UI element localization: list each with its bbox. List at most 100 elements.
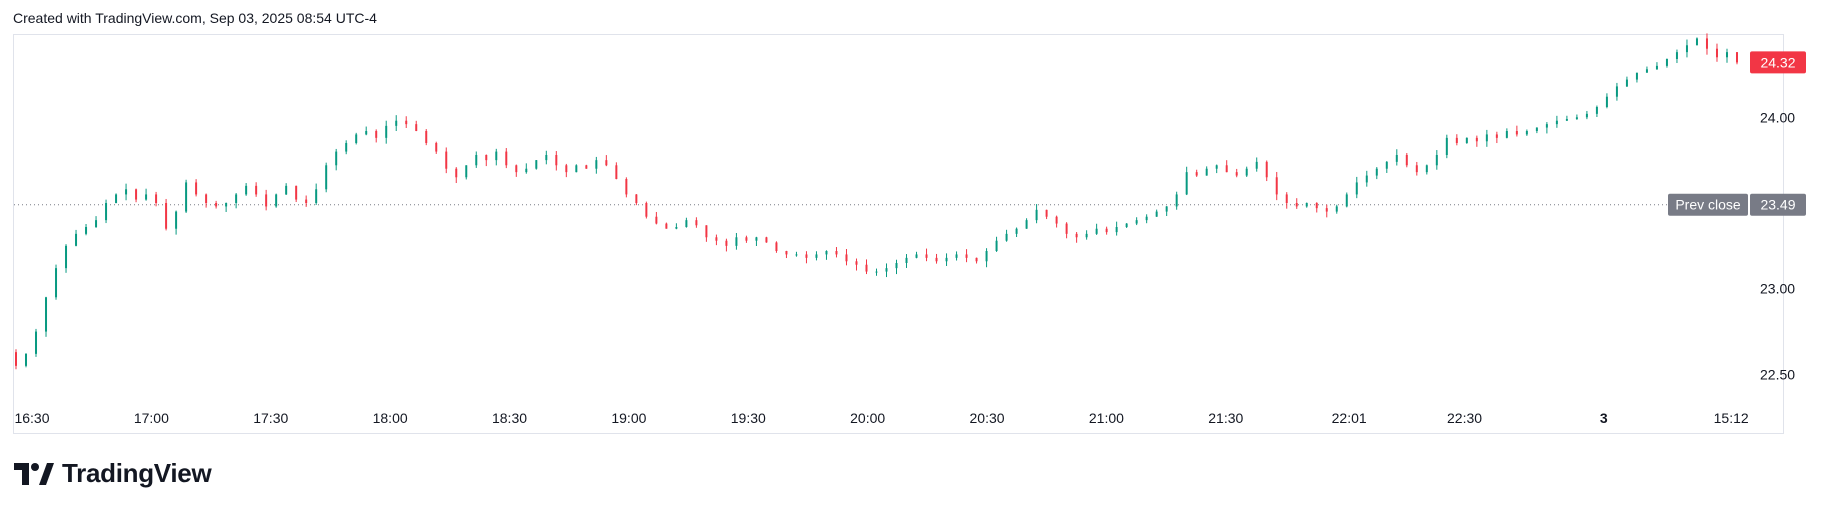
candle: [715, 234, 718, 246]
candle-body: [1665, 59, 1668, 66]
candle: [1705, 33, 1708, 55]
candle-body: [1495, 134, 1498, 138]
candle-body: [1225, 165, 1228, 173]
candle-body: [325, 165, 328, 190]
last-price-badge: [1750, 51, 1806, 74]
candle-body: [725, 240, 728, 246]
candle-body: [555, 155, 558, 166]
candle: [985, 248, 988, 268]
candle: [585, 164, 588, 169]
candle-body: [435, 143, 438, 152]
candle: [465, 165, 468, 180]
candle-body: [535, 160, 538, 169]
candle: [605, 155, 608, 167]
candle-body: [15, 352, 17, 366]
prev-close-label: Prev close: [1675, 197, 1741, 213]
candle: [1115, 221, 1118, 236]
y-tick-label: 23.00: [1760, 281, 1795, 297]
candle: [1405, 152, 1408, 168]
price-axis[interactable]: 24.00 23.00 22.50: [1760, 109, 1795, 382]
candle-body: [615, 165, 618, 179]
candle-body: [575, 165, 578, 173]
x-tick-label: 17:00: [134, 410, 169, 426]
price-chart[interactable]: 16:30 17:00 17:30 18:00 18:30 19:00 19:30 20:00…: [0, 0, 1826, 440]
candle: [1685, 39, 1688, 58]
tradingview-logo[interactable]: TradingView: [14, 458, 212, 489]
candle-body: [1535, 127, 1538, 131]
candle-body: [1075, 233, 1078, 238]
candle: [805, 251, 808, 264]
candle-body: [465, 165, 468, 178]
candle: [1315, 202, 1318, 213]
candle-body: [1685, 45, 1688, 53]
candle: [895, 259, 898, 275]
candle-body: [1415, 165, 1418, 173]
candle: [1615, 82, 1618, 101]
candle: [1525, 129, 1528, 136]
candle-body: [1395, 155, 1398, 162]
candle: [1175, 191, 1178, 210]
time-axis[interactable]: 16:30 17:00 17:30 18:00 18:30 19:00 19:30 20:00…: [14, 410, 1748, 426]
x-tick-label: 22:30: [1447, 410, 1482, 426]
candle-body: [1245, 168, 1248, 176]
candle: [1225, 160, 1228, 173]
candle: [1205, 166, 1208, 176]
candle-body: [55, 268, 58, 298]
candle: [115, 193, 118, 204]
candle: [135, 188, 138, 203]
prev-close-value: 23.49: [1760, 197, 1795, 213]
candle-body: [415, 124, 418, 131]
x-tick-label: 19:00: [611, 410, 646, 426]
candle: [855, 258, 858, 271]
candle-body: [585, 165, 588, 169]
candle: [1695, 37, 1698, 46]
candle-body: [1705, 38, 1708, 49]
candle: [505, 148, 508, 169]
candle-body: [695, 220, 698, 226]
candle-body: [745, 237, 748, 241]
candle: [1515, 125, 1518, 137]
candle: [1725, 48, 1728, 63]
candle: [575, 164, 578, 173]
x-tick-label: 18:00: [373, 410, 408, 426]
candle: [875, 268, 878, 276]
prev-close-value-badge: [1750, 193, 1806, 216]
candle-body: [815, 254, 818, 258]
candle-body: [785, 251, 788, 255]
candle: [195, 179, 198, 197]
candle-body: [365, 131, 368, 135]
candle-body: [65, 245, 68, 269]
candle: [1415, 161, 1418, 176]
candle-body: [1505, 131, 1508, 138]
chart-frame[interactable]: [13, 34, 1784, 434]
candle-body: [515, 165, 518, 173]
candle-body: [845, 254, 848, 262]
candle-body: [875, 271, 878, 273]
candle: [1145, 214, 1148, 224]
candle: [345, 140, 348, 155]
candle-body: [835, 251, 838, 255]
candle-body: [675, 227, 678, 229]
candle: [685, 217, 688, 228]
candle: [865, 259, 868, 275]
candle: [305, 195, 308, 207]
candle-body: [1165, 206, 1168, 212]
candle-body: [1035, 209, 1038, 221]
candle-body: [1085, 233, 1088, 238]
candle: [1215, 164, 1218, 174]
candle-body: [485, 155, 488, 161]
candle: [1605, 93, 1608, 109]
candle: [225, 202, 228, 212]
candle-body: [445, 151, 448, 169]
candle-body: [1135, 220, 1138, 224]
candle: [615, 162, 618, 180]
candle: [155, 191, 158, 207]
candle-body: [245, 185, 248, 195]
candle-body: [165, 203, 168, 229]
candle-body: [35, 331, 38, 354]
candle: [1355, 176, 1358, 199]
candle-body: [1095, 228, 1098, 234]
candle: [285, 183, 288, 195]
candle: [1165, 206, 1168, 217]
candle: [1305, 202, 1308, 208]
